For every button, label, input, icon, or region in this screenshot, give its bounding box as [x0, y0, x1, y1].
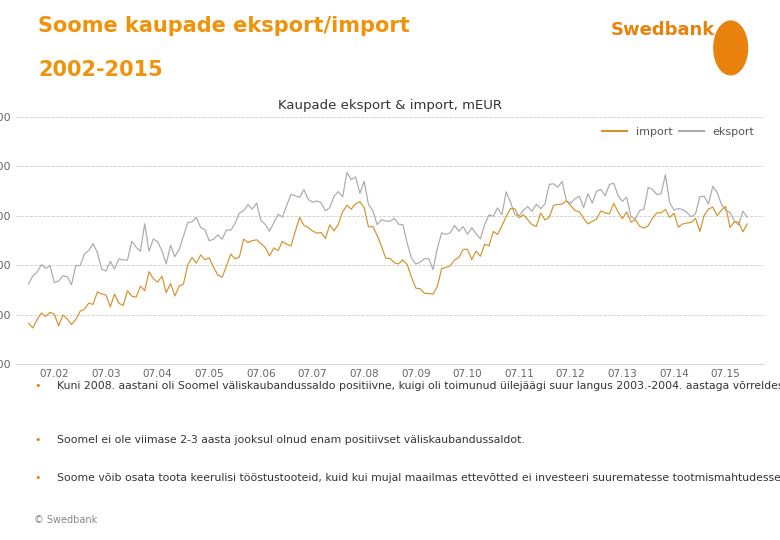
Text: Kuni 2008. aastani oli Soomel väliskaubandussaldo positiivne, kuigi oli toimunud: Kuni 2008. aastani oli Soomel väliskauba…: [57, 381, 780, 390]
Legend: import, eksport: import, eksport: [598, 123, 759, 141]
Text: •: •: [34, 435, 41, 445]
Text: •: •: [34, 381, 41, 390]
Text: Soomel ei ole viimase 2-3 aasta jooksul olnud enam positiivset väliskaubandussal: Soomel ei ole viimase 2-3 aasta jooksul …: [57, 435, 524, 445]
Title: Kaupade eksport & import, mEUR: Kaupade eksport & import, mEUR: [278, 99, 502, 112]
Ellipse shape: [714, 21, 747, 75]
Text: © Swedbank: © Swedbank: [34, 515, 98, 524]
Text: Soome võib osata toota keerulisi tööstustooteid, kuid kui mujal maailmas ettevõt: Soome võib osata toota keerulisi tööstus…: [57, 473, 780, 483]
Text: 2002-2015: 2002-2015: [38, 59, 163, 80]
Text: Swedbank: Swedbank: [611, 21, 715, 38]
Text: Soome kaupade eksport/import: Soome kaupade eksport/import: [38, 16, 410, 36]
Text: •: •: [34, 473, 41, 483]
